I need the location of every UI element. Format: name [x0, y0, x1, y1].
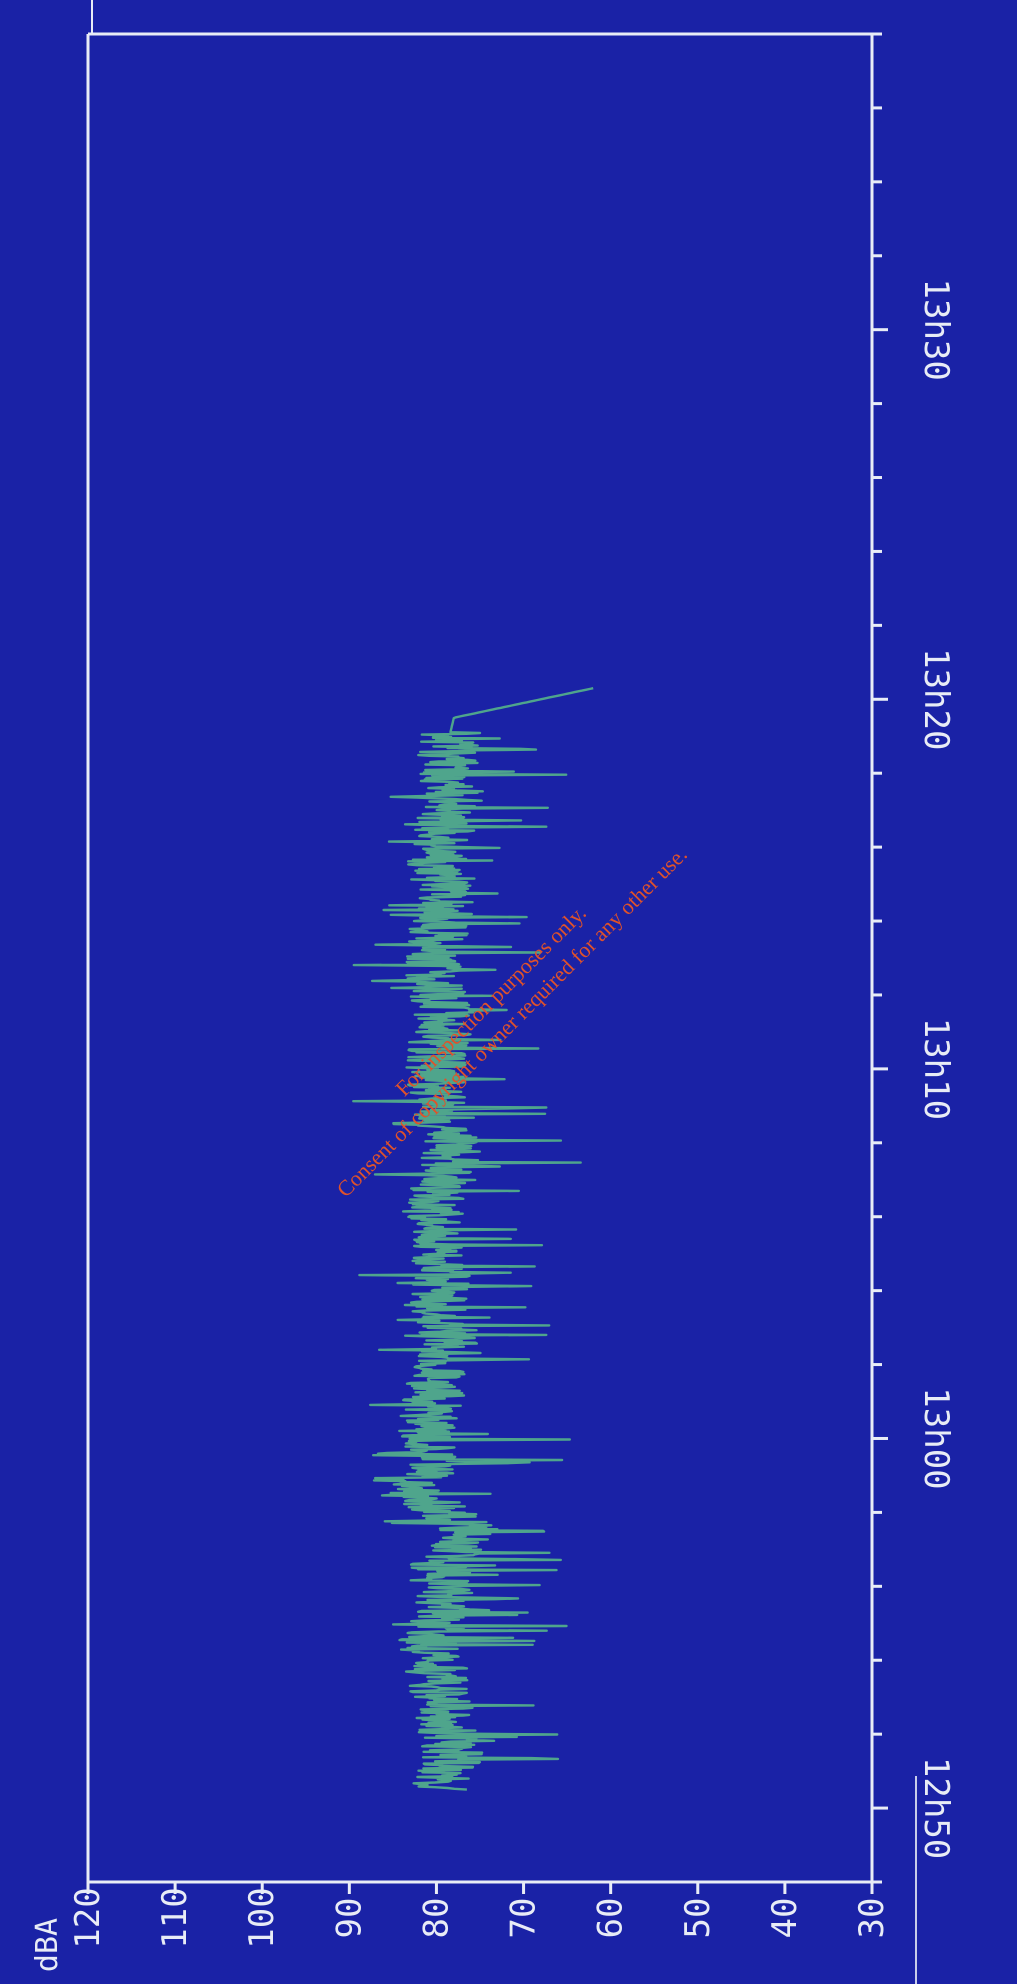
dba-tick-label: 100: [242, 1887, 282, 1948]
series-trace: [352, 687, 594, 1791]
dba-tick-label: 90: [329, 1898, 369, 1939]
dba-tick-label: 110: [155, 1887, 195, 1948]
axes: [86, 0, 917, 1984]
x-axis-ticks: 12h50 13h00 13h10 13h20 13h30: [872, 32, 956, 1884]
dba-tick-label: 70: [504, 1898, 544, 1939]
dba-tick-label: 40: [765, 1898, 805, 1939]
series-line: [352, 687, 594, 1791]
dba-tick-label: 30: [852, 1898, 892, 1939]
time-tick-label: 13h20: [916, 648, 956, 750]
dba-tick-label: 50: [678, 1898, 718, 1939]
plot-area: [88, 34, 872, 1882]
dba-tick-label: 60: [591, 1898, 631, 1939]
y-axis-ticks: 120 110 100 90 80 70 60 50 40 30: [68, 1882, 892, 1949]
time-tick-label: 13h10: [916, 1018, 956, 1120]
y-axis-unit-label: dBA: [30, 1918, 65, 1972]
dba-tick-label: 80: [416, 1898, 456, 1939]
dba-tick-label: 120: [68, 1887, 108, 1948]
time-tick-label: 13h30: [916, 279, 956, 381]
time-tick-label: 12h50: [916, 1757, 956, 1859]
time-tick-label: 13h00: [916, 1387, 956, 1489]
